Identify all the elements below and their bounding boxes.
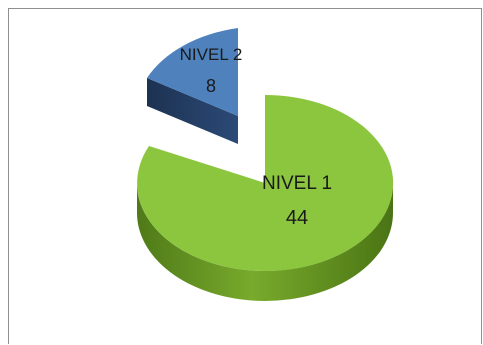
slice-nivel-2-label: NIVEL 2 (180, 45, 243, 64)
slice-nivel-2-side (147, 78, 238, 144)
slice-nivel-1-value: 44 (286, 207, 308, 229)
slice-nivel-2-value: 8 (206, 76, 216, 96)
slice-nivel-2-top (147, 28, 238, 116)
slice-nivel-1-top (137, 94, 394, 271)
slice-nivel-2 (147, 28, 238, 144)
slice-nivel-1-side (137, 183, 393, 301)
slice-nivel-1 (137, 94, 394, 301)
slice-nivel-1-label: NIVEL 1 (262, 173, 332, 194)
